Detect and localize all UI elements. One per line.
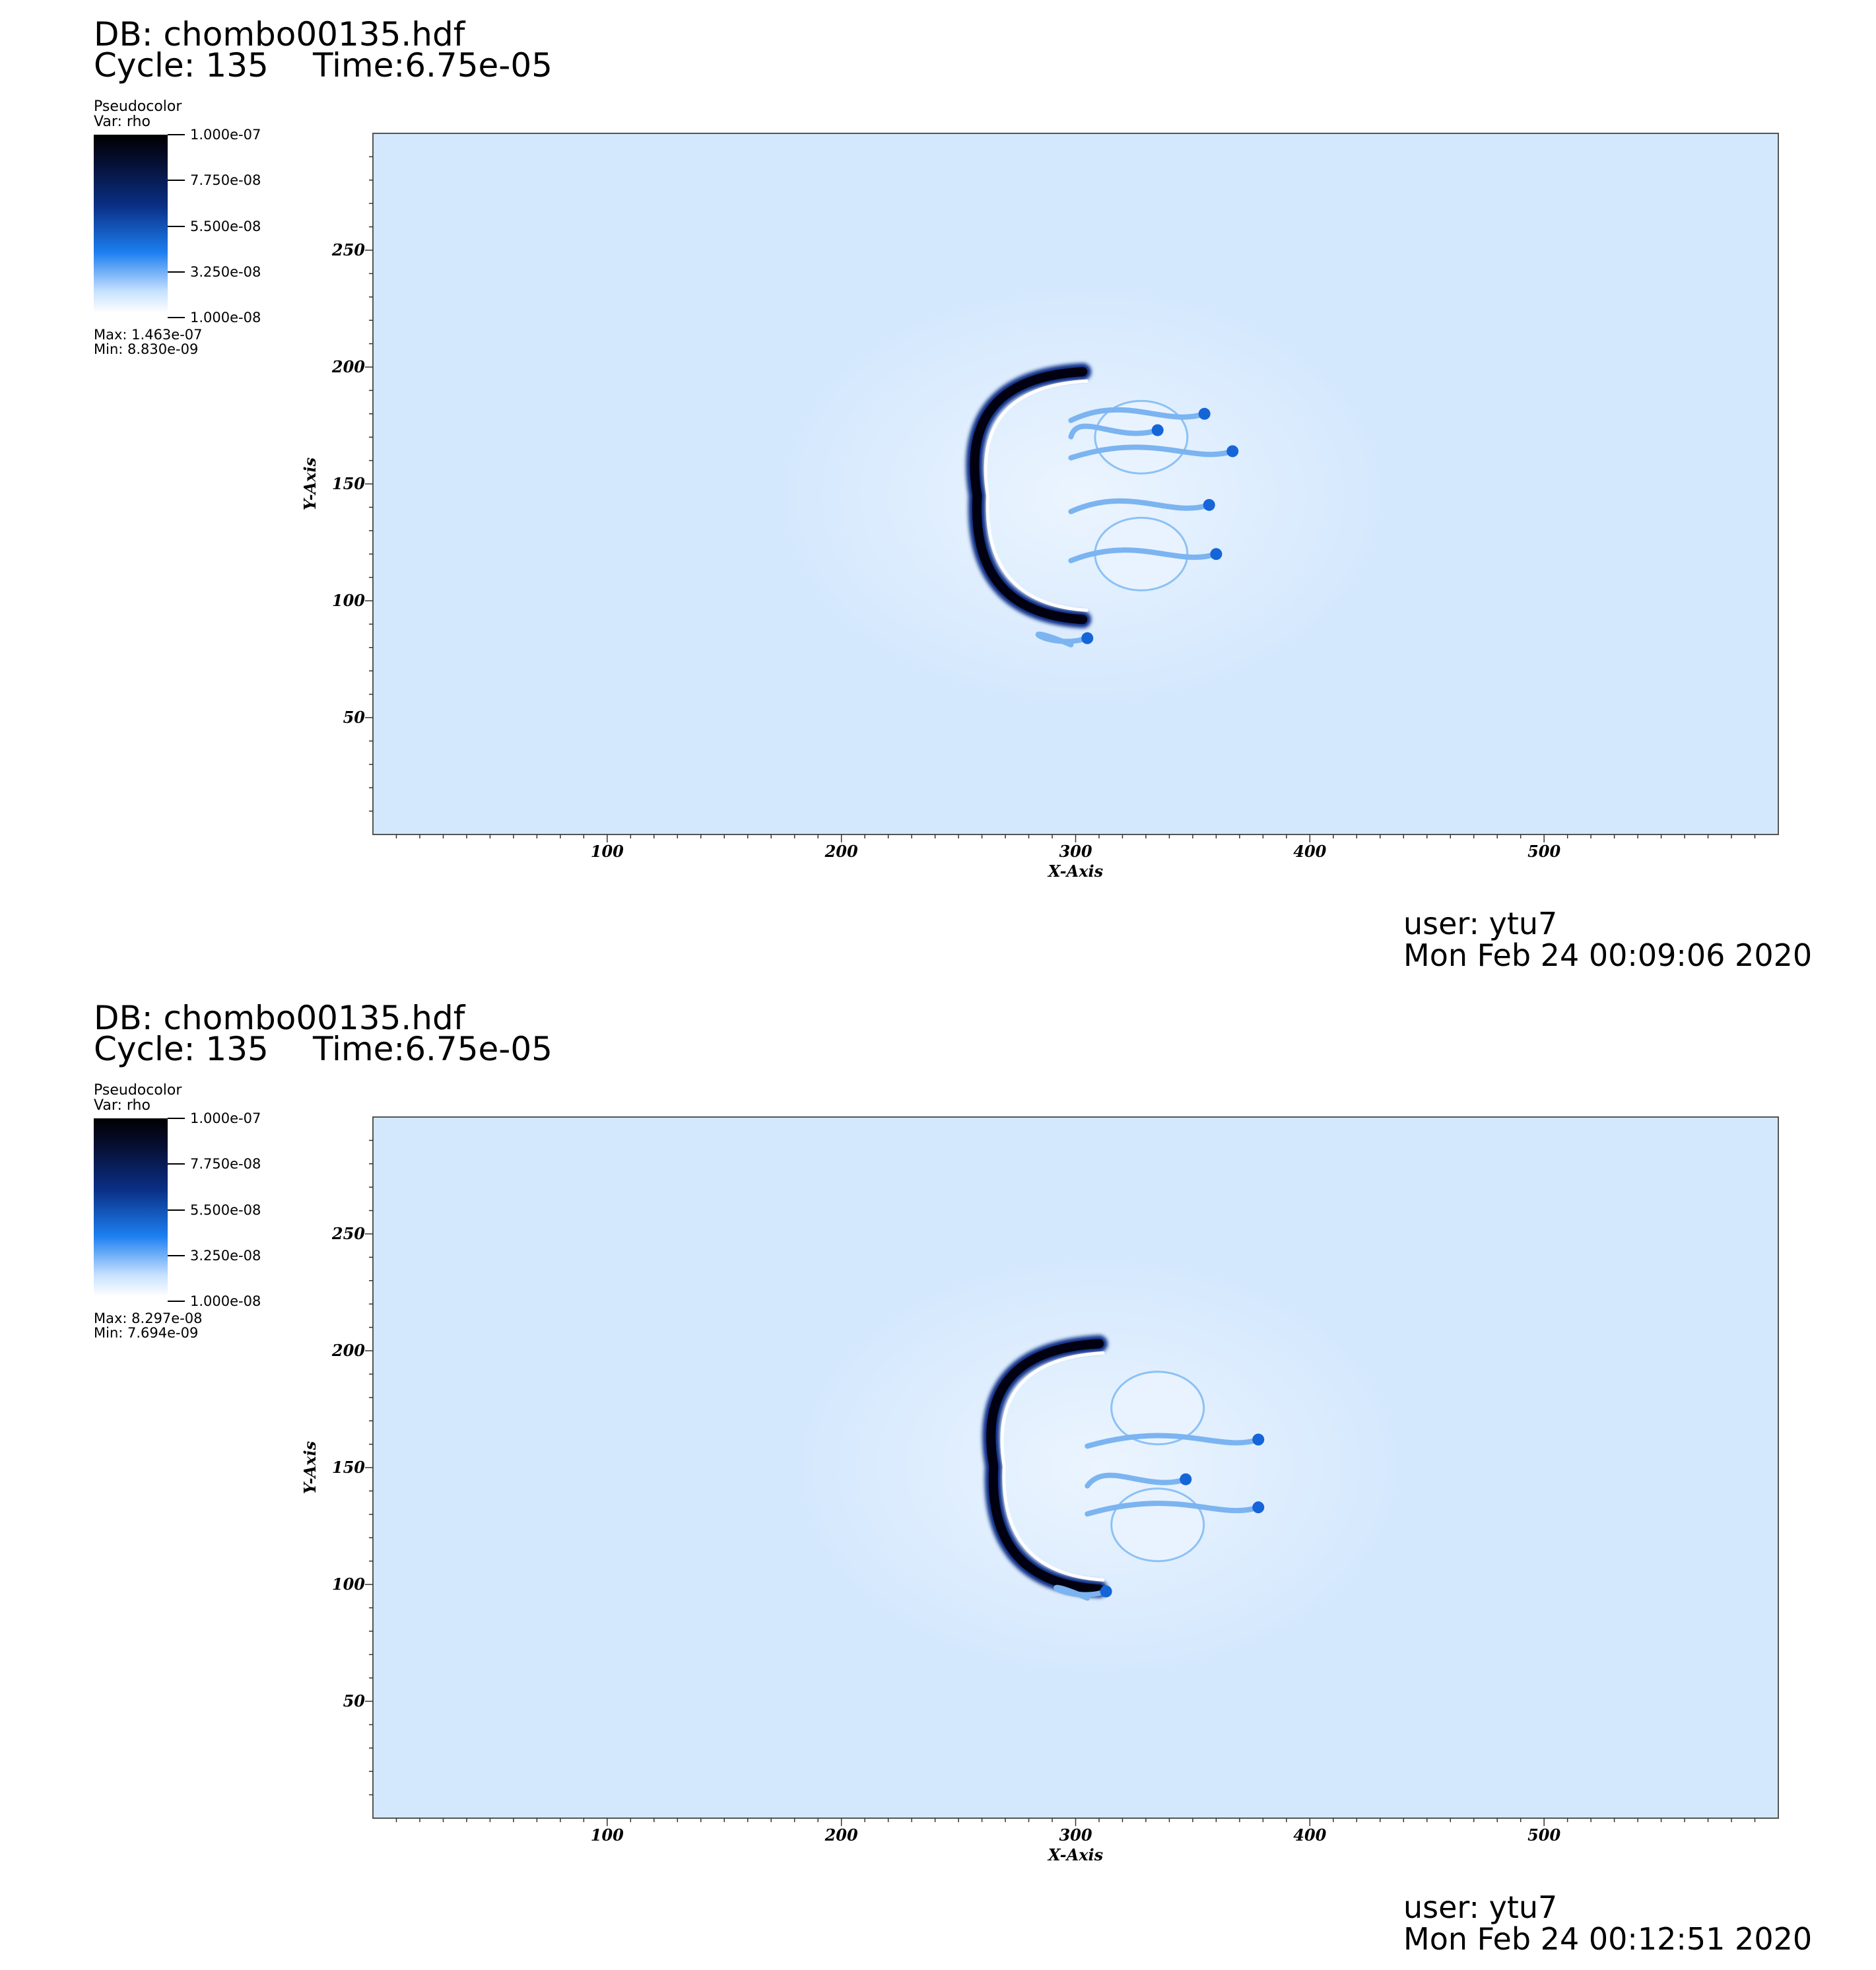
plume-tip [1100, 1585, 1112, 1598]
plume-tip [1198, 407, 1211, 420]
y-tick-label: 150 [332, 474, 365, 493]
plume [1085, 1433, 1261, 1449]
y-tick-label: 100 [332, 591, 365, 610]
colorbar-tick [168, 134, 185, 135]
colorbar-label: 1.000e-07 [190, 1110, 261, 1126]
legend-min: Min: 8.830e-09 [94, 341, 199, 357]
colorbar-tick [168, 317, 185, 318]
legend-plot-type: Pseudocolor [94, 98, 182, 115]
colorbar-tick [168, 180, 185, 181]
x-tick-label: 400 [1293, 1825, 1326, 1845]
vortex [1110, 1371, 1205, 1446]
colorbar-label: 3.250e-08 [190, 264, 261, 280]
user-label: user: ytu7 [1403, 906, 1558, 941]
plume-tip [1081, 632, 1094, 644]
density-halo [778, 285, 1388, 706]
colorbar-tick [168, 1118, 185, 1119]
density-plot: 100 200 300 400 500 50 100 150 200 250 X-Axis Y-Axi… [300, 133, 1779, 881]
front-inner-edge [984, 379, 1089, 612]
database-label: DB: chombo00135.hdf [94, 999, 465, 1037]
plot-panel-1: DB: chombo00135.hdf Cycle: 135 Time:6.75… [94, 15, 1813, 973]
x-tick-label: 100 [591, 1825, 624, 1845]
y-tick-label: 200 [331, 1341, 365, 1360]
colorbar-tick [168, 226, 185, 227]
colorbar-tick [168, 1209, 185, 1211]
x-tick-label: 300 [1059, 1825, 1092, 1845]
plume [1054, 1584, 1109, 1601]
y-axis-label: Y-Axis [300, 457, 319, 510]
y-tick-label: 50 [343, 708, 366, 727]
colorbar-tick [168, 1163, 185, 1165]
x-tick-label: 500 [1527, 1825, 1560, 1845]
density-halo [794, 1256, 1404, 1677]
x-tick-label: 400 [1293, 842, 1326, 861]
colorbar-tick [168, 1301, 185, 1302]
plume-tip [1226, 445, 1239, 458]
colorbar-tick [168, 1255, 185, 1256]
time-label: Time:6.75e-05 [313, 1030, 553, 1068]
colorbar-label: 5.500e-08 [190, 219, 261, 234]
plot-panel-2: DB: chombo00135.hdf Cycle: 135 Time:6.75… [0, 984, 1876, 1969]
colorbar-tick [168, 271, 185, 273]
x-axis-label: X-Axis [1047, 862, 1104, 881]
legend-max: Max: 1.463e-07 [94, 327, 203, 343]
plume-tip [1210, 548, 1223, 560]
y-tick-label: 100 [332, 1575, 365, 1594]
x-tick-label: 500 [1527, 842, 1560, 861]
shock-front [970, 367, 1088, 625]
colorbar [94, 1118, 168, 1297]
x-axis-label: X-Axis [1047, 1845, 1104, 1864]
user-label: user: ytu7 [1403, 1889, 1558, 1925]
plume [1068, 547, 1219, 564]
shock-front [986, 1339, 1104, 1594]
x-tick-label: 200 [824, 842, 858, 861]
time-label: Time:6.75e-05 [313, 46, 553, 85]
x-tick-label: 100 [591, 842, 624, 861]
y-tick-label: 50 [343, 1691, 366, 1711]
x-tick-label: 200 [824, 1825, 858, 1845]
plume [1085, 1501, 1261, 1517]
legend-plot-type: Pseudocolor [94, 1082, 182, 1099]
plume [1068, 407, 1207, 423]
plume [1035, 631, 1090, 648]
y-tick-label: 150 [332, 1458, 365, 1477]
density-plot: 100 200 300 400 500 50 100 150 200 250 X-Axis Y-Axi… [300, 1116, 1779, 1864]
cycle-label: Cycle: 135 [94, 46, 269, 85]
y-tick-label: 250 [331, 240, 365, 259]
colorbar-label: 1.000e-07 [190, 127, 261, 143]
plume [1085, 1472, 1189, 1489]
colorbar-label: 7.750e-08 [190, 172, 261, 188]
colorbar-label: 5.500e-08 [190, 1202, 261, 1218]
legend-variable: Var: rho [94, 1097, 151, 1114]
legend-min: Min: 7.694e-09 [94, 1325, 199, 1341]
colorbar-label: 1.000e-08 [190, 1293, 261, 1309]
y-tick-label: 200 [331, 357, 365, 376]
y-axis-label: Y-Axis [300, 1441, 319, 1494]
legend-variable: Var: rho [94, 114, 151, 130]
date-label: Mon Feb 24 00:09:06 2020 [1403, 937, 1813, 973]
plume-tip [1180, 1473, 1192, 1485]
plume [1068, 444, 1236, 461]
vortex [1094, 399, 1189, 475]
x-tick-label: 300 [1059, 842, 1092, 861]
colorbar-label: 7.750e-08 [190, 1156, 261, 1172]
plume [1068, 498, 1212, 514]
colorbar-label: 1.000e-08 [190, 310, 261, 325]
plume-tip [1203, 498, 1215, 511]
database-label: DB: chombo00135.hdf [94, 15, 465, 53]
plume-tip [1252, 1501, 1265, 1514]
vortex [1110, 1487, 1205, 1563]
plume [1068, 423, 1160, 440]
colorbar-label: 3.250e-08 [190, 1248, 261, 1264]
colorbar [94, 135, 168, 313]
plume-tip [1151, 424, 1164, 436]
front-inner-edge [1000, 1351, 1105, 1582]
date-label: Mon Feb 24 00:12:51 2020 [1403, 1921, 1813, 1957]
y-tick-label: 250 [331, 1224, 365, 1243]
legend-max: Max: 8.297e-08 [94, 1310, 203, 1326]
cycle-label: Cycle: 135 [94, 1030, 269, 1068]
plume-tip [1252, 1433, 1265, 1446]
